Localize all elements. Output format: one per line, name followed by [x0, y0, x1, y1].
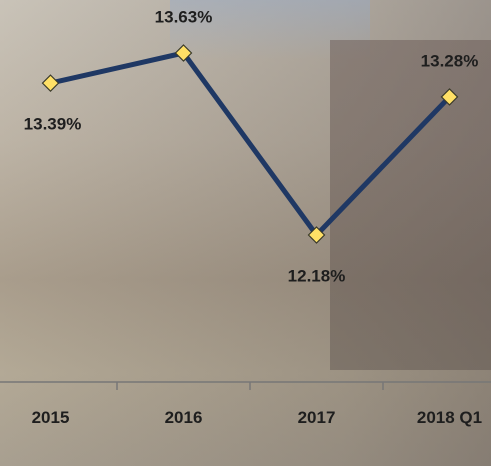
marker [174, 44, 193, 62]
data-label: 13.28% [421, 51, 479, 70]
x-tick-label: 2018 Q1 [416, 408, 483, 427]
x-tick-label: 2016 [164, 408, 203, 427]
data-label: 13.39% [24, 115, 82, 134]
x-tick-label: 2017 [297, 408, 336, 427]
x-tick-label: 2015 [31, 408, 70, 427]
marker [307, 226, 326, 244]
line [49, 50, 452, 238]
data-label: 13.63% [155, 7, 213, 26]
data-label: 12.18% [288, 266, 346, 285]
marker [41, 74, 60, 92]
background-building [330, 40, 491, 370]
marker [440, 88, 459, 106]
